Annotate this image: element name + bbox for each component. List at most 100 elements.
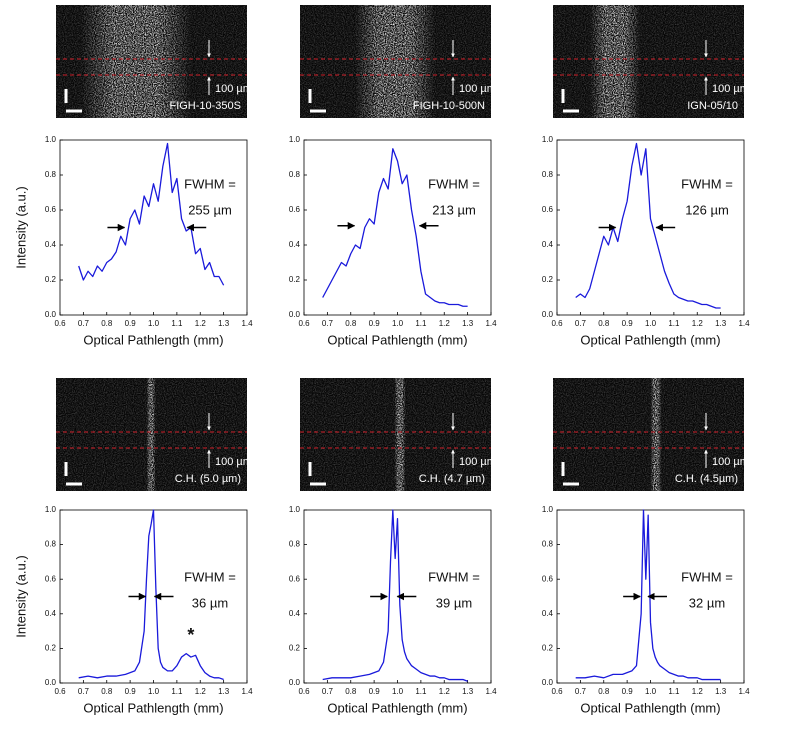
y-tick-label: 0.2 [289, 275, 301, 284]
image-label: FIGH-10-500N [413, 100, 485, 112]
x-tick-label: 0.7 [78, 319, 90, 328]
y-tick-label: 0.6 [45, 574, 57, 583]
x-tick-label: 0.7 [575, 687, 587, 696]
scale-label: 100 µm [459, 456, 496, 468]
speckle-band [590, 5, 640, 118]
peak-annotation: * [187, 625, 194, 645]
x-tick-label: 1.0 [148, 687, 160, 696]
x-tick-label: 0.9 [622, 687, 634, 696]
y-tick-label: 0.8 [45, 170, 57, 179]
y-tick-label: 0.6 [289, 205, 301, 214]
y-tick-label: 1.0 [542, 135, 554, 144]
x-tick-label: 0.9 [369, 319, 381, 328]
x-tick-label: 1.1 [415, 319, 427, 328]
x-tick-label: 1.0 [392, 687, 404, 696]
x-tick-label: 1.2 [439, 687, 451, 696]
plot-frame [556, 139, 745, 316]
intensity-line [322, 509, 468, 682]
y-tick-label: 0.8 [45, 540, 57, 549]
speckle-band [81, 5, 191, 118]
scale-label: 100 µm [459, 83, 496, 95]
x-tick-label: 1.0 [392, 319, 404, 328]
y-axis-label: Intensity (a.u.) [13, 555, 28, 637]
x-tick-label: 0.8 [345, 687, 357, 696]
image-label: IGN-05/10 [687, 100, 738, 112]
y-tick-label: 0.0 [542, 678, 554, 687]
plot-frame [59, 139, 248, 316]
x-tick-label: 0.8 [345, 319, 357, 328]
y-tick-label: 0.6 [289, 574, 301, 583]
x-tick-label: 1.0 [148, 319, 160, 328]
x-tick-label: 1.0 [645, 319, 657, 328]
y-tick-label: 0.8 [289, 540, 301, 549]
intensity-line [78, 509, 224, 681]
x-tick-label: 1.4 [485, 687, 497, 696]
y-tick-label: 0.2 [45, 644, 57, 653]
image-label: C.H. (4.7 µm) [419, 473, 485, 485]
x-tick-label: 0.9 [125, 319, 137, 328]
x-tick-label: 1.4 [241, 319, 253, 328]
x-tick-label: 0.6 [551, 319, 563, 328]
y-tick-label: 0.4 [542, 240, 554, 249]
fwhm-label: FWHM = [184, 569, 236, 584]
y-tick-label: 0.4 [289, 609, 301, 618]
y-tick-label: 0.8 [542, 170, 554, 179]
speckle-bg [553, 378, 744, 491]
intensity-line [78, 142, 225, 286]
fwhm-value: 126 µm [685, 202, 729, 217]
x-tick-label: 1.3 [218, 319, 230, 328]
fwhm-value: 213 µm [432, 202, 476, 217]
x-tick-label: 1.4 [738, 687, 750, 696]
y-tick-label: 0.2 [289, 644, 301, 653]
x-tick-label: 0.8 [101, 687, 113, 696]
x-tick-label: 1.3 [462, 687, 474, 696]
x-tick-label: 0.9 [125, 687, 137, 696]
fwhm-label: FWHM = [184, 176, 236, 191]
x-axis-label: Optical Pathlength (mm) [83, 332, 223, 347]
plot-frame [303, 139, 492, 316]
speckle-bg [553, 5, 744, 118]
x-tick-label: 1.2 [195, 687, 207, 696]
x-tick-label: 0.6 [54, 319, 66, 328]
y-tick-label: 0.4 [45, 240, 57, 249]
intensity-line [322, 148, 468, 307]
x-tick-label: 0.7 [322, 687, 334, 696]
y-tick-label: 1.0 [45, 505, 57, 514]
x-tick-label: 0.6 [298, 687, 310, 696]
y-tick-label: 0.2 [45, 275, 57, 284]
scale-bar [308, 89, 326, 113]
x-tick-label: 1.2 [439, 319, 451, 328]
scale-label: 100 µm [215, 83, 252, 95]
image-label: C.H. (5.0 µm) [175, 473, 241, 485]
y-tick-label: 0.8 [289, 170, 301, 179]
x-axis-label: Optical Pathlength (mm) [580, 700, 720, 715]
x-tick-label: 1.2 [692, 687, 704, 696]
y-tick-label: 0.8 [542, 540, 554, 549]
x-tick-label: 1.1 [668, 319, 680, 328]
x-tick-label: 1.3 [218, 687, 230, 696]
image-label: C.H. (4.5µm) [675, 473, 738, 485]
x-tick-label: 1.1 [668, 687, 680, 696]
y-tick-label: 1.0 [542, 505, 554, 514]
x-tick-label: 1.2 [692, 319, 704, 328]
x-tick-label: 0.7 [322, 319, 334, 328]
fwhm-value: 32 µm [689, 595, 725, 610]
x-tick-label: 1.2 [195, 319, 207, 328]
x-axis-label: Optical Pathlength (mm) [327, 332, 467, 347]
x-tick-label: 1.1 [171, 319, 183, 328]
y-tick-label: 0.2 [542, 644, 554, 653]
y-tick-label: 0.0 [289, 678, 301, 687]
y-tick-label: 0.4 [542, 609, 554, 618]
image-label: FIGH-10-350S [169, 100, 241, 112]
x-tick-label: 1.4 [241, 687, 253, 696]
y-tick-label: 0.4 [45, 609, 57, 618]
scale-label: 100 µm [215, 456, 252, 468]
x-tick-label: 0.9 [622, 319, 634, 328]
y-tick-label: 1.0 [289, 135, 301, 144]
intensity-line [575, 509, 721, 681]
fwhm-value: 36 µm [192, 595, 228, 610]
x-tick-label: 0.6 [54, 687, 66, 696]
y-tick-label: 0.0 [542, 310, 554, 319]
scale-bar [561, 462, 579, 486]
x-tick-label: 1.3 [715, 319, 727, 328]
